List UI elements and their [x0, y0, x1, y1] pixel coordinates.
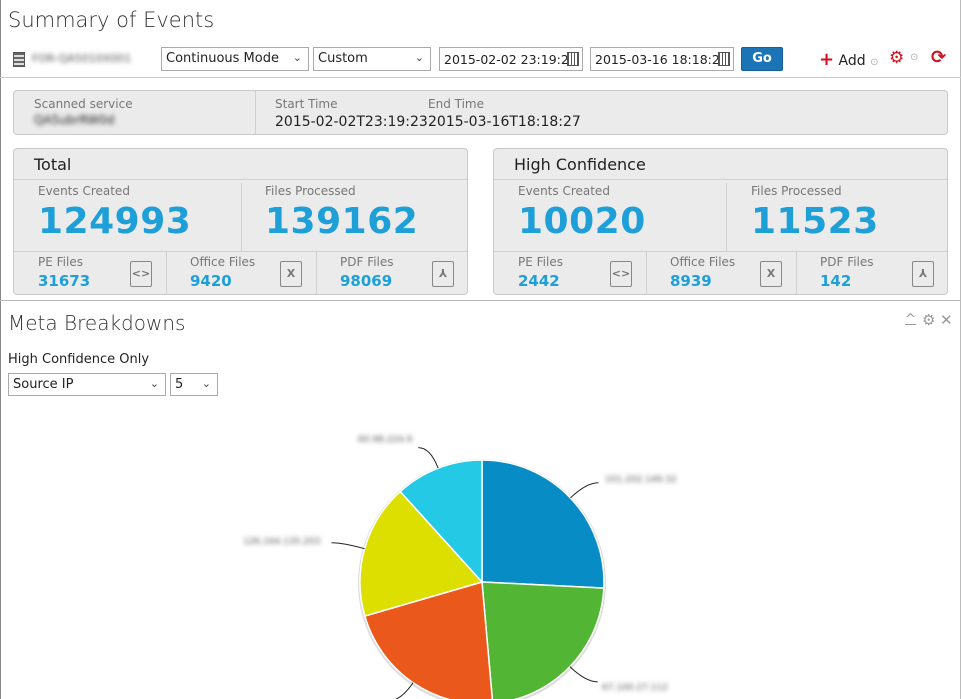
pe-files-value: 31673: [38, 272, 91, 290]
mode-select-value: Continuous Mode: [166, 51, 279, 66]
code-file-icon: <>: [130, 261, 152, 287]
divider: [316, 251, 317, 294]
excel-file-icon: X: [280, 261, 302, 287]
settings-icon[interactable]: ⚙: [922, 311, 936, 329]
toolbar-divider: [0, 77, 961, 78]
chevron-down-icon: ⌄: [292, 51, 302, 64]
go-button[interactable]: Go: [741, 47, 783, 71]
service-name: FOR-QA5010X001: [32, 52, 132, 65]
card-title: Total: [14, 149, 467, 180]
meta-title: Meta Breakdowns: [8, 311, 186, 335]
count-select-value: 5: [175, 377, 184, 392]
info-box: Scanned service QA5ubrRW0d Start Time 20…: [13, 90, 948, 135]
pdf-files-value: 98069: [340, 272, 393, 290]
divider: [646, 251, 647, 294]
page-title: Summary of Events: [8, 8, 215, 32]
pie-leader-line: [418, 447, 439, 469]
events-created-label: Events Created: [518, 184, 610, 198]
divider: [166, 251, 167, 294]
pie-leader-line: [570, 482, 599, 499]
office-files-label: Office Files: [190, 255, 256, 269]
events-created-value: 10020: [518, 201, 646, 242]
start-time-label: Start Time: [275, 97, 338, 111]
range-select[interactable]: Custom ⌄: [313, 47, 431, 71]
chevron-down-icon: ⌄: [414, 51, 424, 64]
add-label: Add: [838, 53, 866, 69]
pie-chart: [331, 447, 606, 699]
calendar-icon[interactable]: [718, 52, 730, 66]
pie-slice[interactable]: [363, 581, 494, 699]
divider: [494, 251, 947, 252]
excel-file-icon: X: [760, 261, 782, 287]
start-time-value: 2015-02-02T23:19:23: [275, 114, 428, 130]
pie-slice[interactable]: [481, 581, 605, 699]
pdf-files-label: PDF Files: [340, 255, 394, 269]
chevron-down-icon: ⌄: [149, 377, 159, 390]
server-icon: [13, 52, 25, 67]
pe-files-label: PE Files: [38, 255, 83, 269]
end-time-label: End Time: [428, 97, 484, 111]
mode-select[interactable]: Continuous Mode ⌄: [161, 47, 309, 71]
code-file-icon: <>: [610, 261, 632, 287]
pie-leader-line: [331, 542, 365, 550]
pie-leader-line: [569, 666, 598, 683]
start-date-value: 2015-02-02 23:19:23: [444, 52, 577, 67]
add-button[interactable]: + Add ⊙: [819, 49, 879, 70]
pe-files-label: PE Files: [518, 255, 563, 269]
divider: [255, 91, 256, 134]
total-card: Total Events Created 124993 Files Proces…: [13, 148, 468, 295]
files-processed-label: Files Processed: [265, 184, 356, 198]
office-files-label: Office Files: [670, 255, 736, 269]
pie-slice[interactable]: [481, 459, 605, 589]
events-created-label: Events Created: [38, 184, 130, 198]
scanned-label: Scanned service: [34, 97, 133, 111]
pie-label: 101.202.149.32: [605, 475, 677, 485]
end-time-value: 2015-03-16T18:18:27: [428, 114, 581, 130]
divider: [241, 183, 242, 251]
high-confidence-card: High Confidence Events Created 10020 Fil…: [493, 148, 948, 295]
panel-divider: [0, 300, 961, 301]
pdf-files-value: 142: [820, 272, 852, 290]
plus-icon: +: [819, 49, 835, 70]
office-files-value: 8939: [670, 272, 712, 290]
calendar-icon[interactable]: [567, 52, 579, 66]
chevron-down-icon[interactable]: ⊙: [910, 52, 919, 63]
filter-label: High Confidence Only: [8, 352, 150, 367]
divider: [726, 183, 727, 251]
close-icon[interactable]: ✕: [940, 311, 953, 329]
files-processed-value: 11523: [751, 201, 879, 242]
pie-leader-line: [395, 682, 414, 699]
pie-label: 60.98.224.9: [358, 435, 413, 445]
field-select-value: Source IP: [13, 377, 74, 392]
events-created-value: 124993: [38, 201, 192, 242]
scanned-value: QA5ubrRW0d: [34, 113, 115, 127]
divider: [796, 251, 797, 294]
pie-label: 67.100.27.112: [602, 683, 668, 693]
pdf-file-icon: ⅄: [912, 261, 934, 287]
end-date-input[interactable]: 2015-03-16 18:18:27: [590, 47, 734, 71]
end-date-value: 2015-03-16 18:18:27: [595, 52, 728, 67]
range-select-value: Custom: [318, 51, 368, 66]
chevron-down-icon: ⌄: [201, 377, 211, 390]
office-files-value: 9420: [190, 272, 232, 290]
chevron-down-icon: ⊙: [870, 57, 879, 68]
card-title: High Confidence: [494, 149, 947, 180]
pe-files-value: 2442: [518, 272, 560, 290]
start-date-input[interactable]: 2015-02-02 23:19:23: [439, 47, 583, 71]
files-processed-value: 139162: [265, 201, 419, 242]
pdf-file-icon: ⅄: [432, 261, 454, 287]
pie-label: 126.164.135.203: [243, 537, 321, 547]
gear-icon[interactable]: ⚙: [889, 48, 905, 68]
count-select[interactable]: 5 ⌄: [170, 373, 218, 396]
divider: [14, 251, 467, 252]
field-select[interactable]: Source IP ⌄: [8, 373, 166, 396]
pdf-files-label: PDF Files: [820, 255, 874, 269]
files-processed-label: Files Processed: [751, 184, 842, 198]
refresh-icon[interactable]: ⟳: [931, 47, 947, 68]
pie-slice[interactable]: [359, 490, 484, 617]
collapse-icon[interactable]: ^: [905, 312, 916, 327]
